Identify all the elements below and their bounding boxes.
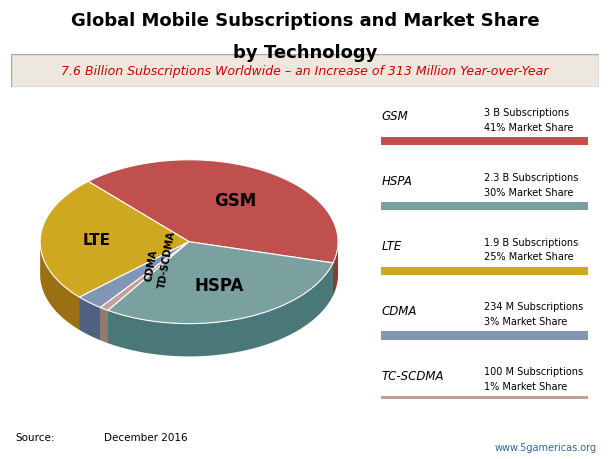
FancyBboxPatch shape — [381, 397, 588, 405]
Text: 25% Market Share: 25% Market Share — [484, 252, 573, 262]
FancyBboxPatch shape — [11, 55, 599, 88]
Polygon shape — [189, 242, 333, 296]
Text: TC-SCDMA: TC-SCDMA — [381, 369, 443, 382]
Polygon shape — [100, 242, 189, 311]
Text: 3% Market Share: 3% Market Share — [484, 317, 567, 326]
Polygon shape — [100, 308, 108, 343]
Polygon shape — [88, 161, 338, 263]
Text: OVUM: OVUM — [62, 440, 90, 449]
Text: Source:: Source: — [15, 431, 55, 442]
Polygon shape — [189, 242, 333, 296]
Text: 30% Market Share: 30% Market Share — [484, 187, 573, 197]
Polygon shape — [108, 242, 333, 324]
Text: TD-SCDMA: TD-SCDMA — [157, 230, 177, 289]
Text: Global Mobile Subscriptions and Market Share: Global Mobile Subscriptions and Market S… — [71, 11, 539, 29]
Polygon shape — [333, 242, 338, 296]
Text: 2.3 B Subscriptions: 2.3 B Subscriptions — [484, 173, 578, 183]
FancyBboxPatch shape — [381, 202, 588, 211]
Polygon shape — [79, 242, 189, 330]
Text: 1% Market Share: 1% Market Share — [484, 381, 567, 391]
Polygon shape — [108, 263, 333, 357]
Polygon shape — [40, 182, 189, 297]
Text: CDMA: CDMA — [381, 304, 417, 317]
Text: HSPA: HSPA — [381, 175, 412, 188]
Text: CDMA: CDMA — [143, 248, 159, 282]
Text: December 2016: December 2016 — [104, 431, 187, 442]
Text: GSM: GSM — [381, 110, 408, 123]
Text: 100 M Subscriptions: 100 M Subscriptions — [484, 366, 583, 376]
Polygon shape — [79, 242, 189, 308]
Text: LTE: LTE — [83, 233, 111, 247]
Text: LTE: LTE — [381, 240, 401, 252]
Text: HSPA: HSPA — [195, 277, 244, 295]
Polygon shape — [79, 242, 189, 330]
FancyBboxPatch shape — [381, 138, 588, 146]
Text: 1.9 B Subscriptions: 1.9 B Subscriptions — [484, 237, 578, 247]
Text: GSM: GSM — [214, 191, 257, 209]
Text: 7.6 Billion Subscriptions Worldwide – an Increase of 313 Million Year-over-Year: 7.6 Billion Subscriptions Worldwide – an… — [62, 65, 548, 78]
Text: by Technology: by Technology — [233, 44, 377, 62]
Polygon shape — [79, 297, 100, 341]
Polygon shape — [100, 242, 189, 341]
FancyBboxPatch shape — [381, 332, 588, 340]
Polygon shape — [108, 242, 189, 343]
Text: www.5gamericas.org: www.5gamericas.org — [495, 442, 597, 452]
Polygon shape — [100, 242, 189, 341]
FancyBboxPatch shape — [381, 267, 588, 275]
Text: 3 B Subscriptions: 3 B Subscriptions — [484, 108, 569, 118]
Polygon shape — [40, 243, 79, 330]
Text: 234 M Subscriptions: 234 M Subscriptions — [484, 302, 583, 312]
Polygon shape — [108, 242, 189, 343]
Text: 41% Market Share: 41% Market Share — [484, 123, 573, 133]
